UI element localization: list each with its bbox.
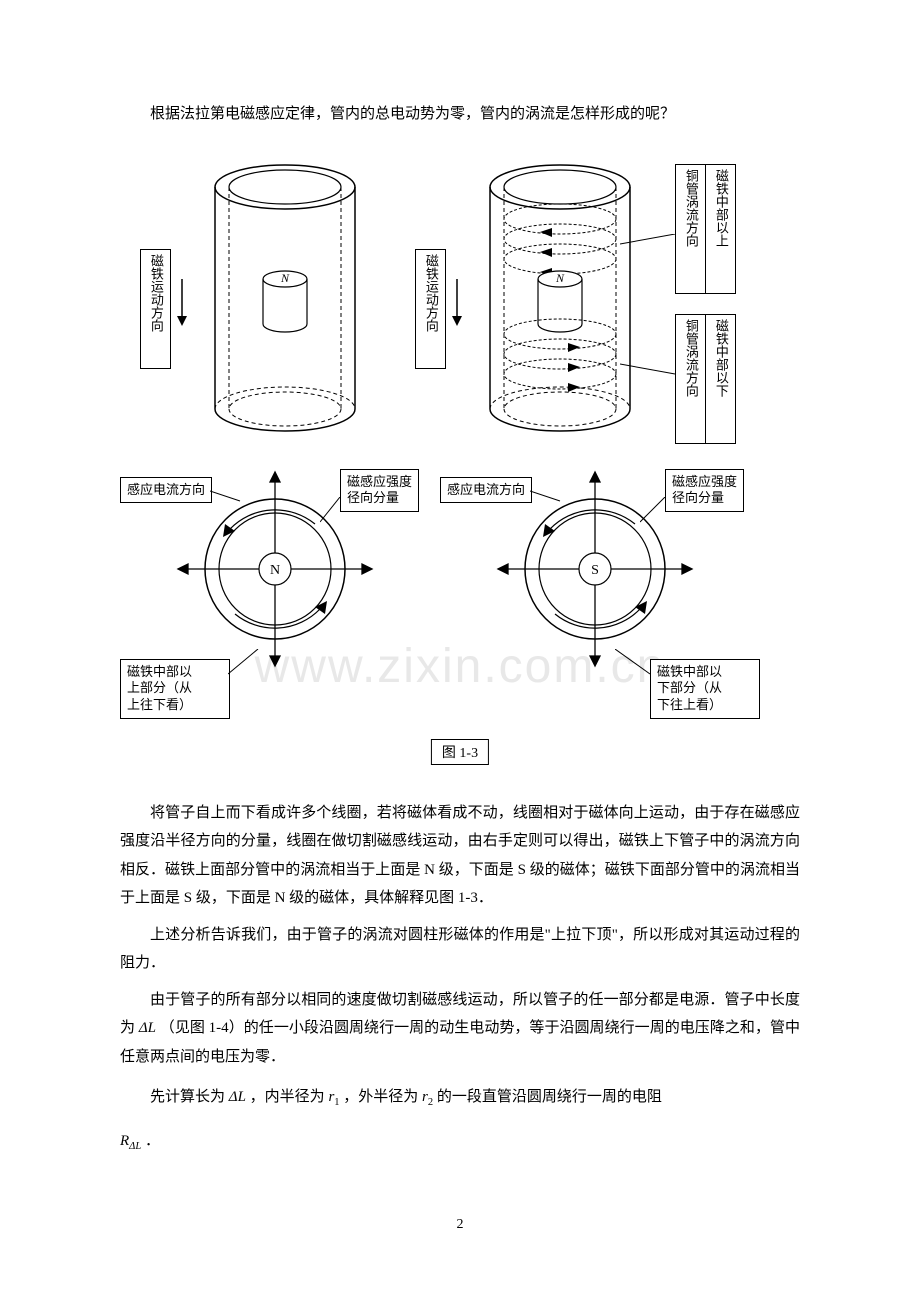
conn-bl [228, 649, 268, 679]
label-b-radial-right: 磁感应强度 径向分量 [665, 469, 744, 513]
conn-br-left [320, 497, 350, 527]
math-r1: r1 [328, 1089, 339, 1105]
paragraph-5: 先计算长为 ΔL ，内半径为 r1 ，外半径为 r2 的一段直管沿圆周绕行一周的… [120, 1079, 800, 1115]
label-bottom-right: 磁铁中部以 下部分（从 下往上看） [650, 659, 760, 720]
label-eddy-lower-mag: 磁铁中部以下 [705, 314, 736, 444]
left-cylinder-svg: N [190, 159, 380, 449]
label-induced-current-right: 感应电流方向 [440, 477, 532, 504]
arrow-down-right [447, 274, 467, 334]
b-radial-right-a: 磁感应强度 [672, 474, 737, 489]
paragraph-4: 由于管子的所有部分以相同的速度做切割磁感线运动，所以管子的任一部分都是电源．管子… [120, 986, 800, 1072]
label-magnet-direction-left: 磁铁运动方向 [140, 249, 171, 369]
paragraph-2: 将管子自上而下看成许多个线圈，若将磁体看成不动，线圈相对于磁体向上运动，由于存在… [120, 799, 800, 913]
svg-text:N: N [270, 563, 280, 578]
conn-br [615, 649, 655, 679]
conn-ic-left [210, 486, 250, 506]
b-radial-left-b: 径向分量 [347, 490, 399, 505]
figure-caption: 图 1-3 [431, 739, 489, 765]
conn-br-right [640, 497, 670, 527]
svg-text:S: S [591, 563, 599, 578]
paragraph-3: 上述分析告诉我们，由于管子的涡流对圆柱形磁体的作用是"上拉下顶"，所以形成对其运… [120, 921, 800, 978]
label-bottom-left: 磁铁中部以 上部分（从 上往下看） [120, 659, 230, 720]
b-radial-left-a: 磁感应强度 [347, 474, 412, 489]
label-eddy-lower-tube: 铜管涡流方向 [675, 314, 706, 444]
math-R: RΔL [120, 1133, 141, 1149]
label-induced-current-left: 感应电流方向 [120, 477, 212, 504]
math-deltaL-1: ΔL [139, 1020, 156, 1036]
right-cylinder-svg: N [465, 159, 655, 449]
figure-1-3: www.zixin.com.cn N 磁铁运动方向 [120, 159, 800, 779]
b-radial-right-b: 径向分量 [672, 490, 724, 505]
label-magnet-direction-right: 磁铁运动方向 [415, 249, 446, 369]
label-eddy-upper-mag: 磁铁中部以上 [705, 164, 736, 294]
conn-ic-right [530, 486, 570, 506]
svg-text:N: N [555, 271, 565, 285]
math-R-line: RΔL ． [120, 1127, 800, 1157]
arrow-down-left [172, 274, 192, 334]
connector-lower [620, 359, 680, 379]
connector-upper [620, 234, 680, 254]
math-deltaL-2: ΔL [229, 1089, 246, 1105]
math-r2: r2 [422, 1089, 433, 1105]
svg-text:N: N [280, 271, 290, 285]
label-eddy-upper-tube: 铜管涡流方向 [675, 164, 706, 294]
paragraph-1: 根据法拉第电磁感应定律，管内的总电动势为零，管内的涡流是怎样形成的呢？ [120, 100, 800, 129]
page-number: 2 [120, 1217, 800, 1233]
label-b-radial-left: 磁感应强度 径向分量 [340, 469, 419, 513]
